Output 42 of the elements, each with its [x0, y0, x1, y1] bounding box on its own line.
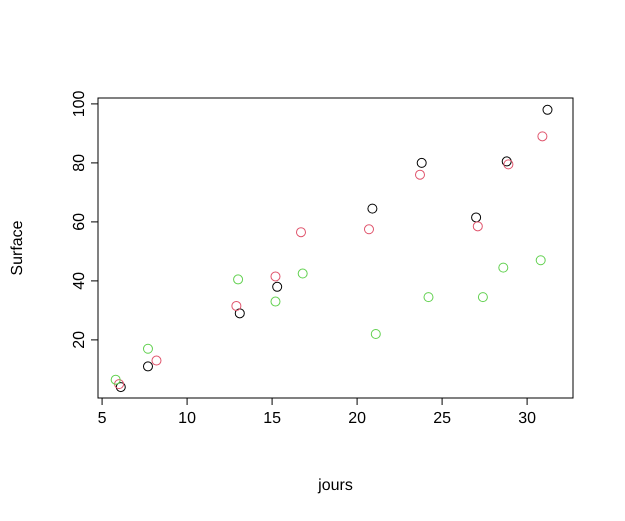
point	[536, 255, 546, 266]
y-tick-label: 100	[71, 90, 88, 118]
point	[231, 300, 242, 311]
y-tick-label: 80	[71, 154, 88, 172]
point	[423, 292, 434, 302]
point	[114, 379, 124, 390]
point	[542, 104, 552, 115]
point	[502, 156, 512, 166]
point	[537, 131, 548, 142]
x-tick-label: 5	[98, 410, 107, 427]
y-tick-label: 60	[71, 212, 88, 231]
point	[110, 374, 121, 385]
point	[270, 296, 280, 307]
point	[364, 224, 374, 234]
point	[414, 170, 425, 180]
x-tick-label: 25	[433, 410, 452, 427]
point	[498, 262, 508, 273]
x-tick-label: 30	[518, 410, 536, 427]
point	[272, 282, 282, 292]
x-tick-label: 20	[348, 410, 366, 427]
x-tick-label: 15	[263, 410, 282, 427]
y-tick-label: 20	[71, 330, 88, 349]
point	[151, 356, 162, 366]
y-tick-label: 40	[71, 272, 88, 290]
point	[298, 268, 308, 279]
point	[416, 158, 427, 168]
point	[142, 361, 153, 372]
point	[471, 212, 482, 222]
point	[478, 292, 488, 302]
point	[234, 308, 245, 318]
point	[367, 204, 378, 214]
x-axis-title: jours	[317, 477, 353, 494]
point	[503, 159, 514, 170]
x-tick-label: 10	[178, 410, 196, 427]
point	[370, 328, 381, 339]
point	[270, 271, 280, 282]
point	[296, 227, 306, 238]
point	[142, 344, 153, 354]
y-axis-title: Surface	[9, 220, 26, 276]
point	[233, 274, 244, 284]
point	[472, 221, 483, 232]
point	[116, 382, 126, 392]
